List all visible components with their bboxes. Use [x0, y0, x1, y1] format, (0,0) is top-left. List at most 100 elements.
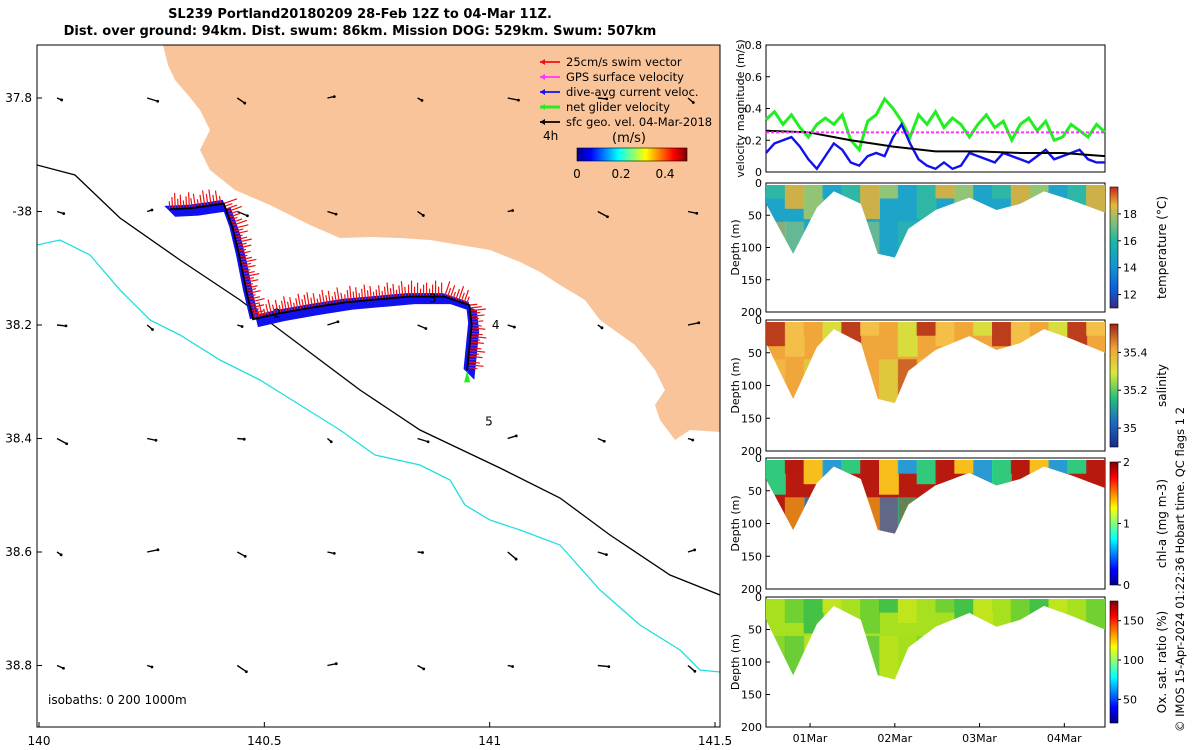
- swim-vector: [470, 335, 487, 339]
- temperature-band: [916, 185, 937, 220]
- swim-vector: [246, 289, 261, 295]
- sfc-geo-vector-head: [695, 211, 699, 215]
- swim-vector: [173, 192, 176, 209]
- salinity-ylabel: Depth (m): [729, 357, 742, 413]
- swim-vector: [303, 294, 308, 309]
- swim-vector: [241, 262, 252, 267]
- colorbar-tick-label: 0: [573, 167, 581, 181]
- swim-vector: [247, 294, 256, 298]
- oxygen-depth-tick-label: 150: [741, 689, 762, 702]
- sfc-geo-vector-head: [240, 325, 244, 328]
- swim-vector: [467, 366, 478, 370]
- temperature-band: [992, 185, 1012, 199]
- swim-vector: [344, 294, 347, 303]
- sfc-geo-vector-head: [244, 670, 248, 674]
- sfc-geo-vector: [687, 210, 697, 214]
- day-marker: 2: [273, 307, 281, 321]
- oxygen-band: [766, 599, 786, 613]
- day-marker: 4: [492, 318, 500, 332]
- swim-vector: [372, 291, 375, 300]
- swim-vector: [245, 285, 258, 289]
- salinity-colorbar-tick-label: 35.4: [1123, 346, 1148, 359]
- swim-vector: [471, 324, 482, 327]
- swim-vector: [466, 296, 470, 305]
- sfc-geo-vector-head: [420, 98, 424, 102]
- temperature-colorbar-tick-label: 18: [1123, 208, 1137, 221]
- chla-band: [841, 460, 862, 474]
- sfc-geo-vector-head: [60, 98, 64, 102]
- salinity-band: [879, 359, 899, 404]
- velocity-y-tick-label: 0.6: [745, 71, 763, 84]
- sfc-geo-vector-head: [332, 551, 336, 555]
- sfc-geo-vector-head: [59, 553, 63, 557]
- swim-vector: [395, 289, 398, 298]
- legend-swatch-head: [540, 74, 545, 80]
- swim-vector: [363, 284, 367, 301]
- swim-vector: [446, 287, 452, 298]
- swim-vector: [293, 302, 296, 311]
- land-mass: [163, 45, 720, 440]
- swim-vector: [258, 303, 263, 318]
- temperature-colorbar-label: temperature (°C): [1155, 196, 1169, 299]
- swim-vector: [316, 298, 320, 307]
- chla-band: [916, 460, 937, 485]
- temperature-depth-tick-label: 100: [741, 242, 762, 255]
- chla-band: [954, 460, 975, 474]
- sfc-geo-vector-head: [243, 101, 247, 105]
- swim-vector: [235, 236, 248, 241]
- swim-vector: [467, 361, 480, 364]
- oxygen-band: [784, 599, 805, 623]
- swim-vector: [228, 212, 243, 218]
- sfc-geo-vector-head: [246, 214, 249, 218]
- temperature-band: [935, 185, 956, 199]
- swim-vector: [234, 234, 243, 238]
- sfc-geo-vector-head: [334, 212, 338, 216]
- oxygen-band: [992, 599, 1012, 613]
- oxygen-band: [916, 599, 937, 634]
- swim-vector: [214, 190, 219, 205]
- temperature-band: [766, 185, 786, 199]
- sfc-geo-vector-head: [243, 554, 247, 558]
- sfc-geo-vector: [56, 324, 67, 327]
- sfc-geo-vector-head: [605, 97, 609, 101]
- sfc-geo-vector-head: [512, 325, 516, 329]
- swim-vector: [280, 300, 285, 313]
- temperature-ylabel: Depth (m): [729, 219, 742, 275]
- sfc-geo-vector-head: [514, 434, 518, 438]
- swim-vector: [263, 308, 267, 317]
- sfc-geo-vector-head: [242, 437, 246, 441]
- swim-vector: [318, 294, 323, 307]
- chla-depth-tick-label: 50: [748, 485, 762, 498]
- temperature-depth-tick-label: 150: [741, 274, 762, 287]
- swim-vector: [245, 283, 254, 286]
- swim-vector: [378, 285, 381, 300]
- legend-label: GPS surface velocity: [566, 70, 684, 84]
- colorbar-tick-label: 0.2: [611, 167, 630, 181]
- map-x-tick-label: 141.5: [698, 734, 732, 748]
- swim-vector: [249, 302, 260, 306]
- map-y-tick-label: 38.4: [5, 432, 32, 446]
- swim-vector: [346, 290, 349, 303]
- swim-vector: [400, 281, 404, 298]
- map-x-tick-label: 140: [28, 734, 51, 748]
- chla-depth-tick-label: 0: [755, 452, 762, 465]
- isobath-200: [37, 164, 720, 596]
- salinity-band: [897, 322, 918, 357]
- sfc-geo-vector: [236, 551, 246, 557]
- swim-vector: [386, 282, 390, 299]
- salinity-depth-tick-label: 0: [755, 314, 762, 327]
- swim-vector: [467, 364, 484, 367]
- glider-track: 2 3 4 5: [164, 189, 500, 428]
- swim-vector: [225, 204, 238, 210]
- chla-band: [879, 460, 899, 495]
- salinity-band: [803, 322, 824, 336]
- swim-vector: [468, 358, 477, 361]
- swim-vector: [240, 258, 257, 264]
- velocity-y-tick-label: 0.4: [745, 103, 763, 116]
- swim-vector: [233, 230, 248, 235]
- date-tick-label: 02Mar: [877, 732, 912, 745]
- oxygen-depth-tick-label: 200: [741, 721, 762, 734]
- swim-vector: [392, 283, 395, 298]
- sfc-geo-vector-head: [693, 548, 697, 552]
